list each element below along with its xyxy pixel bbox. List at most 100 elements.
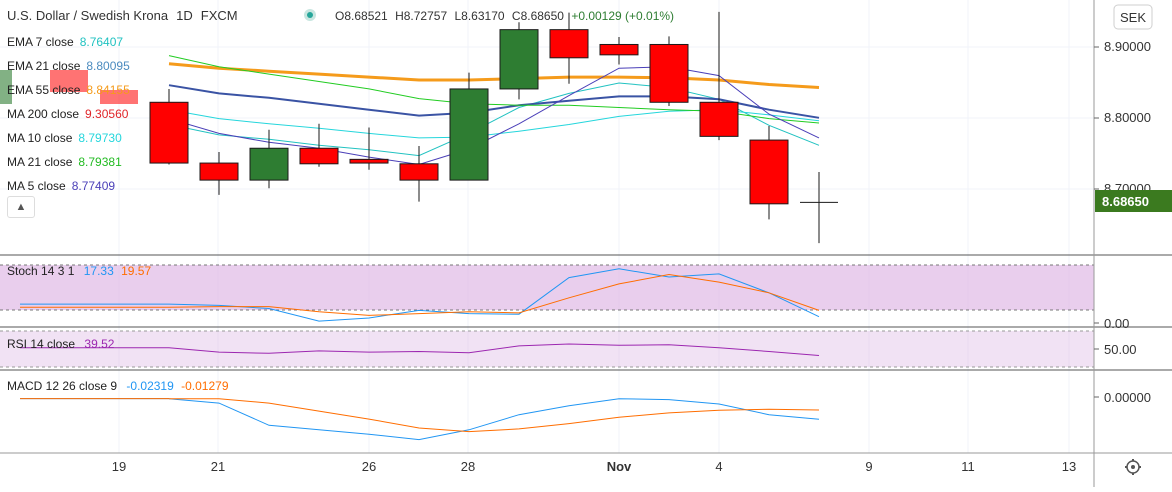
rsi-legend[interactable]: RSI 14 close 39.52: [7, 337, 114, 351]
legend-label: MA 5 close: [7, 179, 66, 193]
macd-label: MACD 12 26 close 9: [7, 379, 118, 393]
time-tick: 11: [961, 459, 975, 474]
ohlc-low-label: L: [454, 9, 461, 23]
legend-label: EMA 55 close: [7, 83, 81, 97]
series-line-rsi: [168, 343, 820, 356]
series-line-ema-21-close: [168, 84, 820, 119]
gear-icon[interactable]: [1125, 459, 1141, 475]
ohlc-close-label: C: [512, 9, 521, 23]
series-line--k: [168, 268, 820, 322]
rsi-label: RSI 14 close: [7, 337, 76, 351]
stoch-d-value: 19.57: [121, 264, 152, 278]
ohlc-low: 8.63170: [461, 9, 505, 23]
candle-body: [549, 29, 589, 59]
price-tick: 8.80000: [1104, 110, 1151, 125]
legend-row[interactable]: EMA 55 close 8.84155: [0, 78, 200, 102]
symbol-exchange: FXCM: [201, 8, 238, 23]
rsi-band: [0, 331, 1094, 367]
current-price-label: 8.68650: [1102, 194, 1149, 209]
stoch-legend[interactable]: Stoch 14 3 1 17.33 19.57: [7, 264, 151, 278]
time-axis[interactable]: 19 21 26 28 Nov 4 9 11 13: [112, 459, 1076, 474]
legend-value: 8.77409: [71, 179, 116, 193]
time-tick: 21: [211, 459, 225, 474]
legend-value: 8.79730: [78, 131, 122, 145]
candle-body: [100, 90, 138, 104]
legend-row[interactable]: MA 5 close 8.77409: [0, 174, 200, 198]
candle-body: [699, 101, 739, 137]
currency-label: SEK: [1120, 10, 1146, 25]
legend-label: EMA 21 close: [7, 59, 81, 73]
macd-tick: 0.00000: [1104, 390, 1151, 405]
candle-body: [599, 43, 639, 56]
rsi-tick: 50.00: [1104, 342, 1137, 357]
legend-value: 8.80095: [86, 59, 130, 73]
rsi-pane[interactable]: [0, 330, 1094, 368]
currency-button[interactable]: SEK: [1113, 4, 1153, 30]
time-tick: 28: [461, 459, 475, 474]
price-pane[interactable]: [0, 11, 838, 244]
time-tick: 4: [715, 459, 722, 474]
symbol-header: U.S. Dollar / Swedish Krona 1D FXCM O8.685…: [7, 8, 674, 23]
symbol-interval: 1D: [176, 8, 193, 23]
series-line-ma-5-close: [168, 66, 820, 166]
candle-body: [149, 101, 189, 164]
collapse-legend-button[interactable]: ▲: [7, 196, 35, 218]
time-tick: Nov: [607, 459, 632, 474]
time-tick: 9: [865, 459, 872, 474]
legend-row[interactable]: EMA 7 close 8.76407: [0, 30, 200, 54]
time-tick: 13: [1062, 459, 1076, 474]
legend-row[interactable]: MA 10 close 8.79730: [0, 126, 200, 150]
time-tick: 26: [362, 459, 376, 474]
legend-label: MA 21 close: [7, 155, 73, 169]
legend-label: MA 10 close: [7, 131, 73, 145]
candle-body: [249, 147, 289, 181]
svg-text:O8.68521 H8.72757: O8.68521 H8.72757 L8.63170 C8.68650 +0.0…: [335, 9, 674, 23]
legend-value: 8.84155: [86, 83, 130, 97]
ohlc-open-label: O: [335, 9, 344, 23]
price-axis[interactable]: 8.90000 8.80000 8.70000 8.68650 0.00 50.…: [1094, 39, 1172, 405]
legend-row[interactable]: EMA 21 close 8.80095: [0, 54, 200, 78]
ohlc-high: 8.72757: [404, 9, 448, 23]
ohlc-open: 8.68521: [344, 9, 388, 23]
legend-row[interactable]: MA 21 close 8.79381: [0, 150, 200, 174]
candle-body: [50, 70, 88, 92]
series-line-ema-55-close: [168, 62, 820, 89]
ohlc-change: +0.00129 (+0.01%): [571, 9, 674, 23]
series-line-macd: [168, 398, 820, 441]
time-tick: 19: [112, 459, 126, 474]
legend-row[interactable]: MA 200 close 9.30560: [0, 102, 200, 126]
series-line-ema-7-close: [168, 82, 820, 157]
legend-value: 8.76407: [79, 35, 124, 49]
candle-body: [299, 147, 339, 165]
legend-label: EMA 7 close: [7, 35, 74, 49]
chevron-up-icon: ▲: [15, 201, 27, 213]
stoch-pane[interactable]: [0, 264, 1094, 322]
candle-body: [649, 43, 689, 103]
ohlc-high-label: H: [395, 9, 404, 23]
legend-value: 9.30560: [85, 107, 129, 121]
market-status-dot: [307, 12, 313, 18]
indicator-legend: EMA 7 close 8.76407 EMA 21 close 8.80095 EMA…: [0, 30, 200, 198]
stoch-band: [0, 265, 1094, 310]
macd-legend[interactable]: MACD 12 26 close 9 -0.02319 -0.01279: [7, 379, 229, 393]
stoch-k-value: 17.33: [83, 264, 114, 278]
price-tick: 8.90000: [1104, 39, 1151, 54]
current-price-badge: [1095, 190, 1172, 212]
series-line-signal: [169, 398, 820, 433]
symbol-name: U.S. Dollar / Swedish Krona: [7, 8, 169, 23]
candle-body: [449, 88, 489, 181]
candle-body: [0, 70, 12, 104]
macd-pane[interactable]: [20, 398, 820, 441]
candle-body: [199, 162, 239, 181]
legend-value: 8.79381: [78, 155, 122, 169]
candle-body: [399, 163, 439, 181]
ohlc-close: 8.68650: [521, 9, 565, 23]
stoch-tick: 0.00: [1104, 316, 1129, 331]
candle-body: [749, 139, 789, 205]
stoch-label: Stoch 14 3 1: [7, 264, 75, 278]
legend-label: MA 200 close: [7, 107, 80, 121]
rsi-value: 39.52: [84, 337, 115, 351]
